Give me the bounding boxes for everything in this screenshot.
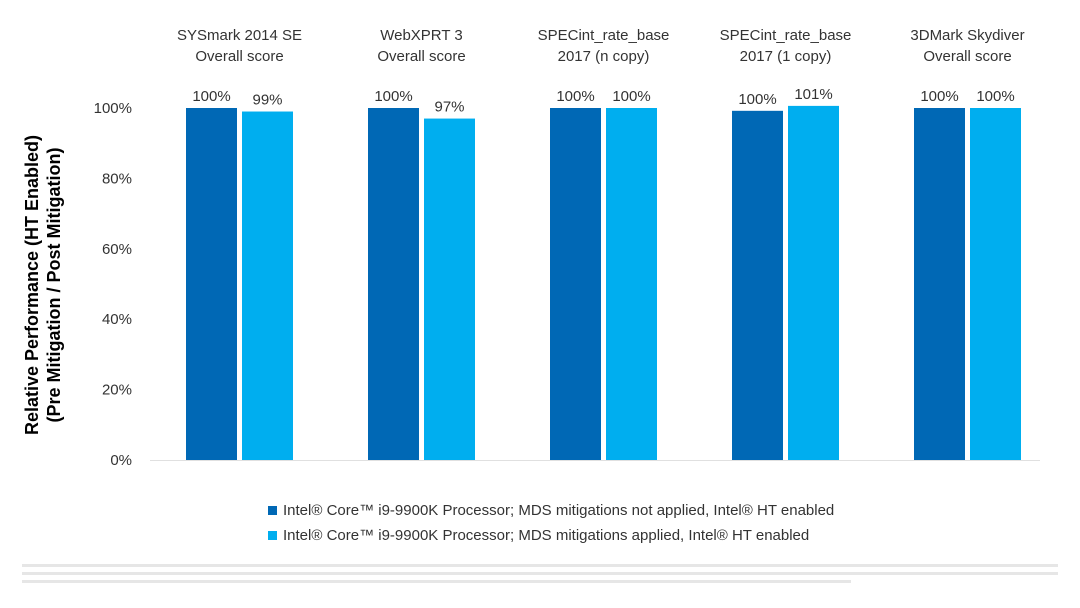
data-label: 97%	[434, 99, 464, 116]
category-label: Overall score	[923, 48, 1011, 65]
bar-unmitigated	[368, 108, 419, 460]
bar-mitigated	[970, 108, 1021, 460]
data-label: 100%	[374, 88, 412, 105]
data-label: 100%	[556, 88, 594, 105]
data-label: 99%	[252, 92, 282, 109]
y-axis-label: Relative Performance (HT Enabled) (Pre Mi…	[22, 135, 64, 435]
legend: Intel® Core™ i9-9900K Processor; MDS mit…	[268, 498, 834, 548]
category-label: 2017 (n copy)	[558, 48, 650, 65]
data-label: 100%	[192, 88, 230, 105]
y-tick-label: 80%	[102, 170, 132, 187]
category-label: SYSmark 2014 SE	[177, 27, 302, 44]
legend-label: Intel® Core™ i9-9900K Processor; MDS mit…	[283, 527, 810, 544]
category-label: SPECint_rate_base	[720, 27, 852, 44]
legend-swatch	[268, 506, 277, 515]
data-label: 100%	[738, 91, 776, 108]
bar-unmitigated	[914, 108, 965, 460]
y-tick-label: 100%	[94, 100, 132, 117]
footnote-blurred	[22, 564, 1058, 594]
y-tick-label: 40%	[102, 311, 132, 328]
category-label: 2017 (1 copy)	[740, 48, 832, 65]
bar-unmitigated	[186, 108, 237, 460]
category-label: 3DMark Skydiver	[910, 27, 1024, 44]
bar-unmitigated	[550, 108, 601, 460]
y-tick-label: 60%	[102, 241, 132, 258]
data-label: 100%	[976, 88, 1014, 105]
legend-item-not-applied: Intel® Core™ i9-9900K Processor; MDS mit…	[268, 498, 834, 523]
bar-mitigated	[788, 105, 839, 460]
data-label: 100%	[612, 88, 650, 105]
data-label: 100%	[920, 88, 958, 105]
legend-item-applied: Intel® Core™ i9-9900K Processor; MDS mit…	[268, 523, 834, 548]
y-axis-label-line: (Pre Mitigation / Post Mitigation)	[44, 148, 64, 423]
category-label: Overall score	[377, 48, 465, 65]
y-tick-label: 0%	[110, 452, 132, 469]
legend-swatch	[268, 531, 277, 540]
y-tick-label: 20%	[102, 382, 132, 399]
bar-unmitigated	[732, 110, 783, 460]
category-label: Overall score	[195, 48, 283, 65]
bar-mitigated	[424, 118, 475, 460]
legend-label: Intel® Core™ i9-9900K Processor; MDS mit…	[283, 502, 835, 519]
bar-mitigated	[242, 111, 293, 461]
bar-mitigated	[606, 108, 657, 460]
data-label: 101%	[794, 86, 832, 103]
y-axis-label-line: Relative Performance (HT Enabled)	[22, 135, 42, 435]
category-label: WebXPRT 3	[380, 27, 463, 44]
category-label: SPECint_rate_base	[538, 27, 670, 44]
